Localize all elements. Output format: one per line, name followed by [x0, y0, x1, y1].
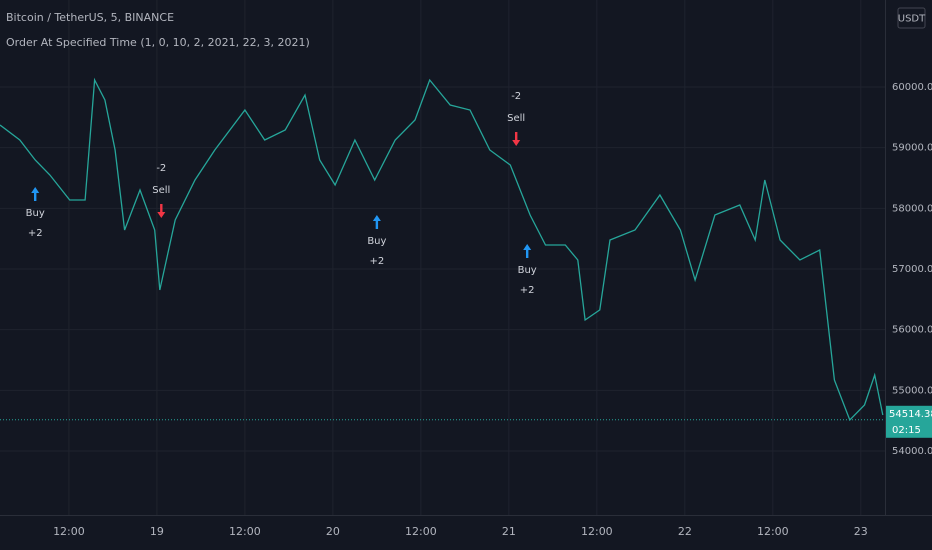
x-tick-label: 12:00: [229, 525, 261, 538]
last-price-label: 54514.38: [889, 409, 932, 420]
order-qty: +2: [520, 285, 535, 296]
currency-label[interactable]: USDT: [898, 14, 926, 25]
sell-arrow: [157, 203, 166, 218]
order-qty: Sell: [507, 113, 525, 124]
buy-arrow: [31, 186, 40, 201]
last-price-box: [886, 405, 932, 438]
x-tick-label: 12:00: [53, 525, 85, 538]
order-side: Buy: [518, 265, 537, 276]
x-tick-label: 12:00: [405, 525, 437, 538]
order-side: Buy: [367, 236, 386, 247]
x-tick-label: 20: [326, 525, 340, 538]
y-tick-label: 57000.00: [892, 264, 932, 275]
x-tick-label: 23: [854, 525, 868, 538]
order-qty: +2: [28, 228, 43, 239]
indicator-title: Order At Specified Time (1, 0, 10, 2, 20…: [6, 36, 310, 49]
countdown-label: 02:15: [892, 425, 921, 436]
x-tick-label: 21: [502, 525, 516, 538]
sell-arrow: [512, 131, 521, 146]
y-tick-label: 58000.00: [892, 203, 932, 214]
currency-button[interactable]: [897, 7, 926, 29]
x-tick-label: 19: [150, 525, 164, 538]
chart-title: Bitcoin / TetherUS, 5, BINANCE: [6, 11, 174, 24]
y-tick-label: 54000.00: [892, 446, 932, 457]
x-tick-label: 22: [678, 525, 692, 538]
y-tick-label: 59000.00: [892, 143, 932, 154]
x-tick-label: 12:00: [581, 525, 613, 538]
buy-arrow: [523, 243, 532, 258]
y-tick-label: 55000.00: [892, 385, 932, 396]
price-line: [0, 77, 884, 422]
order-side: -2: [511, 91, 521, 102]
order-qty: +2: [370, 256, 385, 267]
order-side: Buy: [26, 208, 45, 219]
x-tick-label: 12:00: [757, 525, 789, 538]
y-tick-label: 60000.00: [892, 82, 932, 93]
grid: [0, 0, 885, 515]
buy-arrow: [372, 215, 381, 230]
y-tick-label: 56000.00: [892, 325, 932, 336]
order-qty: Sell: [152, 185, 170, 196]
order-side: -2: [156, 163, 166, 174]
plot: [0, 77, 885, 422]
